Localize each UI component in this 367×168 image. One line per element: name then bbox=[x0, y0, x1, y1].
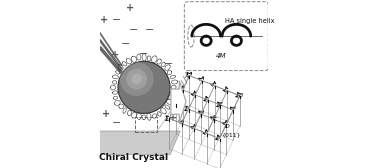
Text: 4M: 4M bbox=[216, 53, 226, 59]
Circle shape bbox=[126, 69, 147, 89]
Text: −: − bbox=[145, 25, 155, 35]
Text: Chiral Crystal: Chiral Crystal bbox=[98, 153, 168, 162]
Text: −: − bbox=[112, 15, 121, 25]
Text: −: − bbox=[138, 49, 148, 59]
Text: −: − bbox=[128, 25, 138, 35]
Circle shape bbox=[120, 62, 154, 96]
Text: −: − bbox=[164, 59, 173, 69]
Text: {011}: {011} bbox=[222, 133, 241, 138]
Ellipse shape bbox=[188, 25, 194, 47]
Text: −: − bbox=[112, 118, 121, 128]
Polygon shape bbox=[99, 131, 180, 155]
Text: +: + bbox=[126, 3, 134, 13]
Text: A: A bbox=[184, 74, 189, 79]
Text: +: + bbox=[102, 109, 110, 119]
Bar bbox=[135, 117, 157, 132]
Text: +: + bbox=[169, 113, 178, 123]
Text: −: − bbox=[121, 39, 130, 49]
Text: E: E bbox=[219, 102, 223, 107]
Polygon shape bbox=[171, 81, 186, 123]
Circle shape bbox=[131, 74, 142, 84]
Text: −: − bbox=[145, 71, 155, 81]
FancyBboxPatch shape bbox=[184, 2, 268, 71]
Text: D: D bbox=[225, 124, 230, 129]
Text: +: + bbox=[110, 50, 119, 60]
Text: HA single helix: HA single helix bbox=[225, 18, 275, 24]
Text: B: B bbox=[239, 93, 243, 98]
Text: +: + bbox=[99, 15, 108, 25]
Text: C: C bbox=[213, 117, 217, 122]
Circle shape bbox=[118, 61, 170, 113]
